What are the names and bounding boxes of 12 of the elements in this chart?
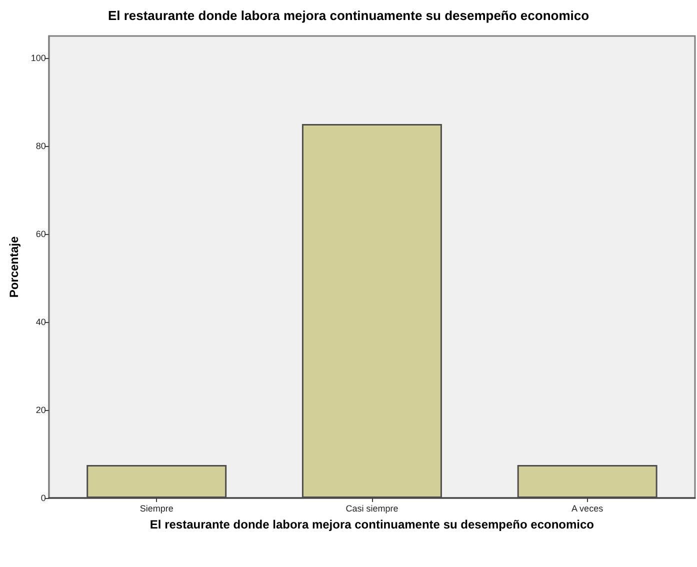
- y-tick-label: 100: [30, 53, 46, 63]
- x-axis-title: El restaurante donde labora mejora continuamente su desempeño economico: [150, 518, 594, 532]
- y-tick-label: 0: [40, 493, 46, 503]
- x-tick-label: A veces: [572, 504, 604, 514]
- y-tick-label: 80: [36, 141, 46, 151]
- x-tick-label: Siempre: [140, 504, 174, 514]
- y-tick-label: 40: [36, 317, 46, 327]
- y-tick-label: 60: [36, 229, 46, 239]
- chart-title: El restaurante donde labora mejora continuamente su desempeño economico: [108, 8, 590, 23]
- y-tick-label: 20: [36, 405, 46, 415]
- x-tick-label: Casi siempre: [346, 504, 398, 514]
- y-axis-title: Porcentaje: [7, 236, 21, 298]
